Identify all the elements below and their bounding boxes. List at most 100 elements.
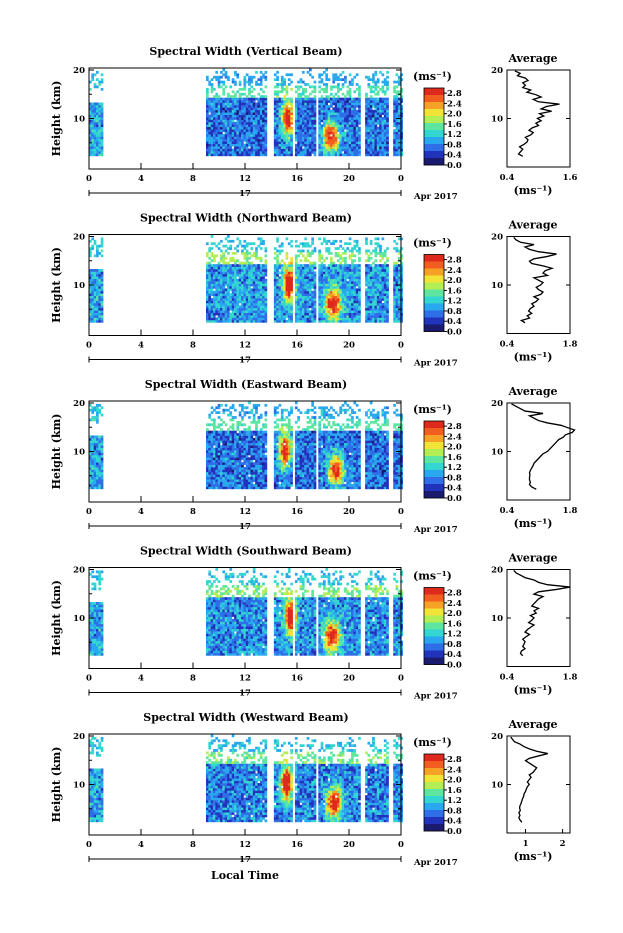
heatmap-cell: [96, 153, 99, 156]
heatmap-cell: [321, 78, 324, 81]
heatmap-cell: [365, 274, 368, 277]
heatmap-cell: [365, 144, 368, 147]
heatmap-cell: [96, 252, 99, 255]
heatmap-cell: [309, 315, 312, 318]
heatmap-cell: [260, 276, 263, 279]
heatmap-cell: [346, 291, 349, 294]
heatmap-cell: [346, 124, 349, 127]
heatmap-cell: [281, 105, 284, 108]
heatmap-cell: [215, 107, 218, 110]
heatmap-cell: [239, 129, 242, 132]
heatmap-cell: [101, 281, 104, 284]
heatmap-cell: [379, 305, 382, 308]
heatmap-cell: [386, 107, 389, 110]
heatmap-cell: [365, 134, 368, 137]
heatmap-cell: [218, 122, 221, 125]
heatmap-cell: [215, 153, 218, 156]
heatmap-cell: [386, 303, 389, 306]
panel-title: Spectral Width (Northward Beam): [140, 212, 352, 225]
heatmap-cell: [386, 136, 389, 139]
heatmap-cell: [241, 274, 244, 277]
heatmap-cell: [215, 102, 218, 105]
heatmap-cell: [101, 414, 104, 417]
heatmap-cell: [307, 139, 310, 142]
heatmap-cell: [236, 124, 239, 127]
heatmap-cell: [351, 296, 354, 299]
heatmap-cell: [288, 291, 291, 294]
heatmap-cell: [262, 119, 265, 122]
heatmap-cell: [332, 242, 335, 245]
heatmap-cell: [265, 112, 268, 115]
heatmap-cell: [274, 310, 277, 313]
heatmap-cell: [98, 301, 101, 304]
heatmap-cell: [309, 110, 312, 113]
heatmap-cell: [248, 149, 251, 152]
heatmap-cell: [323, 276, 326, 279]
heatmap-cell: [206, 288, 209, 291]
heatmap-cell: [208, 105, 211, 108]
heatmap-cell: [288, 115, 291, 118]
heatmap-cell: [246, 141, 249, 144]
heatmap-cell: [98, 296, 101, 299]
heatmap-cell: [309, 107, 312, 110]
heatmap-cell: [248, 313, 251, 316]
heatmap-cell: [314, 284, 317, 287]
heatmap-cell: [335, 296, 338, 299]
heatmap-cell: [349, 100, 352, 103]
heatmap-cell: [365, 308, 368, 311]
heatmap-cell: [91, 132, 94, 135]
heatmap-cell: [358, 93, 361, 96]
heatmap-cell: [396, 146, 399, 149]
heatmap-cell: [225, 303, 228, 306]
heatmap-cell: [283, 149, 286, 152]
heatmap-cell: [215, 110, 218, 113]
heatmap-cell: [311, 305, 314, 308]
heatmap-cell: [321, 95, 324, 98]
heatmap-cell: [283, 320, 286, 323]
heatmap-cell: [396, 107, 399, 110]
heatmap-cell: [222, 107, 225, 110]
heatmap-cell: [346, 288, 349, 291]
heatmap-cell: [255, 310, 258, 313]
heatmap-cell: [215, 443, 218, 446]
heatmap-cell: [94, 127, 97, 130]
heatmap-cell: [222, 144, 225, 147]
heatmap-cell: [250, 100, 253, 103]
heatmap-cell: [286, 305, 289, 308]
heatmap-cell: [276, 136, 279, 139]
heatmap-cell: [96, 291, 99, 294]
heatmap-cell: [379, 112, 382, 115]
heatmap-cell: [351, 264, 354, 267]
heatmap-cell: [290, 100, 293, 103]
heatmap-cell: [372, 267, 375, 270]
colorbar-tick-label: 1.2: [447, 130, 462, 140]
heatmap-cell: [321, 242, 324, 245]
heatmap-cell: [236, 315, 239, 318]
heatmap-cell: [218, 472, 221, 475]
heatmap-cell: [307, 122, 310, 125]
heatmap-cell: [332, 318, 335, 321]
heatmap-cell: [351, 127, 354, 130]
heatmap-cell: [91, 293, 94, 296]
heatmap-cell: [94, 296, 97, 299]
heatmap-cell: [225, 276, 228, 279]
heatmap-cell: [300, 93, 303, 96]
heatmap-cell: [215, 445, 218, 448]
heatmap-cell: [379, 245, 382, 248]
heatmap-cell: [335, 117, 338, 120]
heatmap-cell: [398, 139, 401, 142]
heatmap-cell: [208, 279, 211, 282]
heatmap-cell: [344, 117, 347, 120]
heatmap-cell: [206, 467, 209, 470]
heatmap-cell: [302, 308, 305, 311]
heatmap-cell: [262, 146, 265, 149]
heatmap-cell: [342, 305, 345, 308]
heatmap-cell: [370, 271, 373, 274]
heatmap-cell: [208, 472, 211, 475]
heatmap-cell: [309, 281, 312, 284]
heatmap-cell: [304, 127, 307, 130]
heatmap-cell: [288, 262, 291, 265]
heatmap-cell: [314, 264, 317, 267]
heatmap-cell: [377, 281, 380, 284]
heatmap-cell: [94, 115, 97, 118]
